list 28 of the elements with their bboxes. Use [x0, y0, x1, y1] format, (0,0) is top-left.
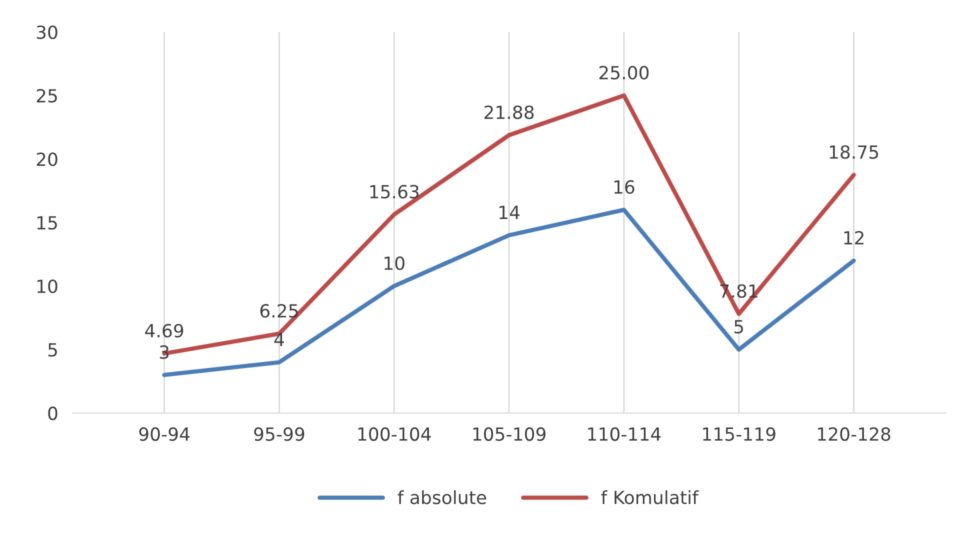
data-label: 12	[844, 230, 864, 244]
data-label: 16	[614, 180, 634, 194]
data-label: 10	[384, 256, 404, 270]
x-tick-label: 115-119	[703, 427, 776, 441]
x-tick-label: 100-104	[358, 427, 431, 441]
y-tick-label: 25	[36, 88, 57, 103]
data-label: 4	[274, 332, 284, 346]
x-tick-label: 120-128	[818, 427, 890, 441]
x-tick-label: 110-114	[588, 427, 661, 441]
y-tick-label: 30	[36, 25, 58, 40]
y-tick-label: 5	[48, 343, 57, 357]
data-label: 25.00	[599, 66, 649, 80]
data-label: 5	[734, 320, 744, 334]
legend-label: f Komulatif	[601, 490, 699, 504]
x-tick-label: 95-99	[254, 427, 304, 441]
y-tick-label: 0	[48, 406, 58, 420]
y-tick-label: 15	[37, 216, 57, 230]
data-label: 6.25	[260, 304, 298, 318]
data-label: 18.75	[830, 145, 878, 159]
legend-label: f absolute	[398, 490, 486, 504]
x-tick-label: 90-94	[139, 427, 190, 441]
y-tick-label: 20	[36, 152, 58, 166]
data-label: 4.69	[145, 324, 184, 338]
data-label: 21.88	[484, 105, 534, 120]
data-label: 15.63	[370, 184, 419, 199]
y-tick-label: 10	[37, 280, 58, 294]
data-label: 14	[500, 206, 520, 219]
x-tick-label: 105-109	[473, 427, 546, 441]
